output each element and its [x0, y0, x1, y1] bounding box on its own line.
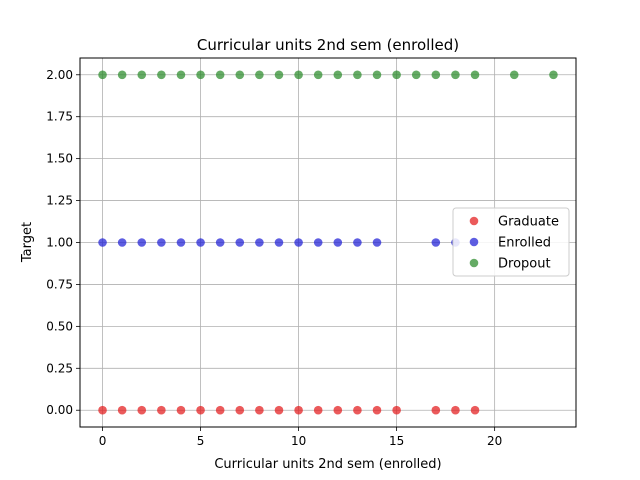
- y-axis-label: Target: [20, 222, 35, 263]
- y-tick-label: 0.00: [46, 403, 73, 417]
- point-dropout: [294, 70, 303, 80]
- point-graduate: [196, 405, 205, 415]
- axis-ticks: 0 5 10 15 20 0.00 0.25 0.50 0.75 1.00 1.25 1.50 1.75…: [46, 68, 502, 448]
- point-dropout: [255, 70, 264, 80]
- point-graduate: [274, 405, 284, 415]
- y-tick-label: 1.75: [46, 110, 73, 124]
- legend-box: [452, 207, 570, 277]
- point-graduate: [255, 405, 264, 415]
- legend: Graduate Enrolled Dropout: [452, 207, 570, 277]
- point-dropout: [509, 70, 519, 80]
- point-dropout: [157, 70, 166, 80]
- point-dropout: [98, 70, 107, 80]
- point-graduate: [451, 405, 460, 415]
- point-enrolled: [117, 238, 127, 247]
- legend-label-graduate: Graduate: [498, 215, 559, 230]
- point-graduate: [137, 405, 147, 415]
- y-tick-label: 1.25: [46, 194, 73, 208]
- point-graduate: [215, 405, 225, 415]
- point-dropout: [549, 70, 558, 80]
- y-tick-label: 0.50: [46, 319, 73, 333]
- point-enrolled: [196, 238, 205, 247]
- point-dropout: [196, 70, 205, 80]
- point-enrolled: [235, 238, 245, 247]
- point-graduate: [176, 405, 186, 415]
- point-dropout: [215, 70, 225, 80]
- point-dropout: [117, 70, 127, 80]
- data-points: [98, 70, 558, 415]
- point-graduate: [235, 405, 245, 415]
- point-dropout: [451, 70, 460, 80]
- y-tick-label: 1.50: [46, 152, 73, 166]
- point-enrolled: [255, 238, 264, 247]
- point-graduate: [372, 405, 382, 415]
- point-graduate: [117, 405, 127, 415]
- y-tick-label: 1.00: [46, 236, 73, 250]
- point-enrolled: [274, 238, 284, 247]
- legend-label-enrolled: Enrolled: [498, 236, 551, 251]
- point-dropout: [176, 70, 186, 80]
- point-dropout: [372, 70, 382, 80]
- point-graduate: [98, 405, 107, 415]
- legend-label-dropout: Dropout: [498, 257, 551, 272]
- x-tick-label: 5: [197, 434, 205, 448]
- point-dropout: [333, 70, 343, 80]
- point-graduate: [333, 405, 343, 415]
- point-dropout: [137, 70, 147, 80]
- point-enrolled: [313, 238, 323, 247]
- point-enrolled: [372, 238, 382, 247]
- chart-title: Curricular units 2nd sem (enrolled): [197, 36, 459, 54]
- point-enrolled: [157, 238, 166, 247]
- x-axis-label: Curricular units 2nd sem (enrolled): [214, 457, 441, 472]
- point-enrolled: [431, 238, 441, 247]
- y-tick-label: 0.75: [46, 277, 73, 291]
- point-graduate: [470, 405, 480, 415]
- point-dropout: [392, 70, 401, 80]
- legend-marker-graduate: [469, 216, 479, 226]
- point-enrolled: [176, 238, 186, 247]
- point-graduate: [294, 405, 303, 415]
- point-dropout: [470, 70, 480, 80]
- point-enrolled: [333, 238, 343, 247]
- point-enrolled: [98, 238, 107, 247]
- point-enrolled: [215, 238, 225, 247]
- point-dropout: [274, 70, 284, 80]
- point-graduate: [313, 405, 323, 415]
- legend-marker-enrolled: [469, 237, 479, 247]
- point-graduate: [392, 405, 401, 415]
- x-tick-label: 15: [389, 434, 404, 448]
- legend-marker-dropout: [469, 258, 479, 268]
- point-dropout: [353, 70, 362, 80]
- point-dropout: [411, 70, 421, 80]
- x-tick-label: 0: [99, 434, 107, 448]
- point-dropout: [235, 70, 245, 80]
- point-enrolled: [294, 238, 303, 247]
- y-tick-label: 2.00: [46, 68, 73, 82]
- point-enrolled: [137, 238, 147, 247]
- point-graduate: [353, 405, 362, 415]
- point-enrolled: [353, 238, 362, 247]
- x-tick-label: 20: [487, 434, 502, 448]
- point-graduate: [431, 405, 441, 415]
- point-graduate: [157, 405, 166, 415]
- point-dropout: [431, 70, 441, 80]
- point-dropout: [313, 70, 323, 80]
- y-tick-label: 0.25: [46, 361, 73, 375]
- x-tick-label: 10: [291, 434, 306, 448]
